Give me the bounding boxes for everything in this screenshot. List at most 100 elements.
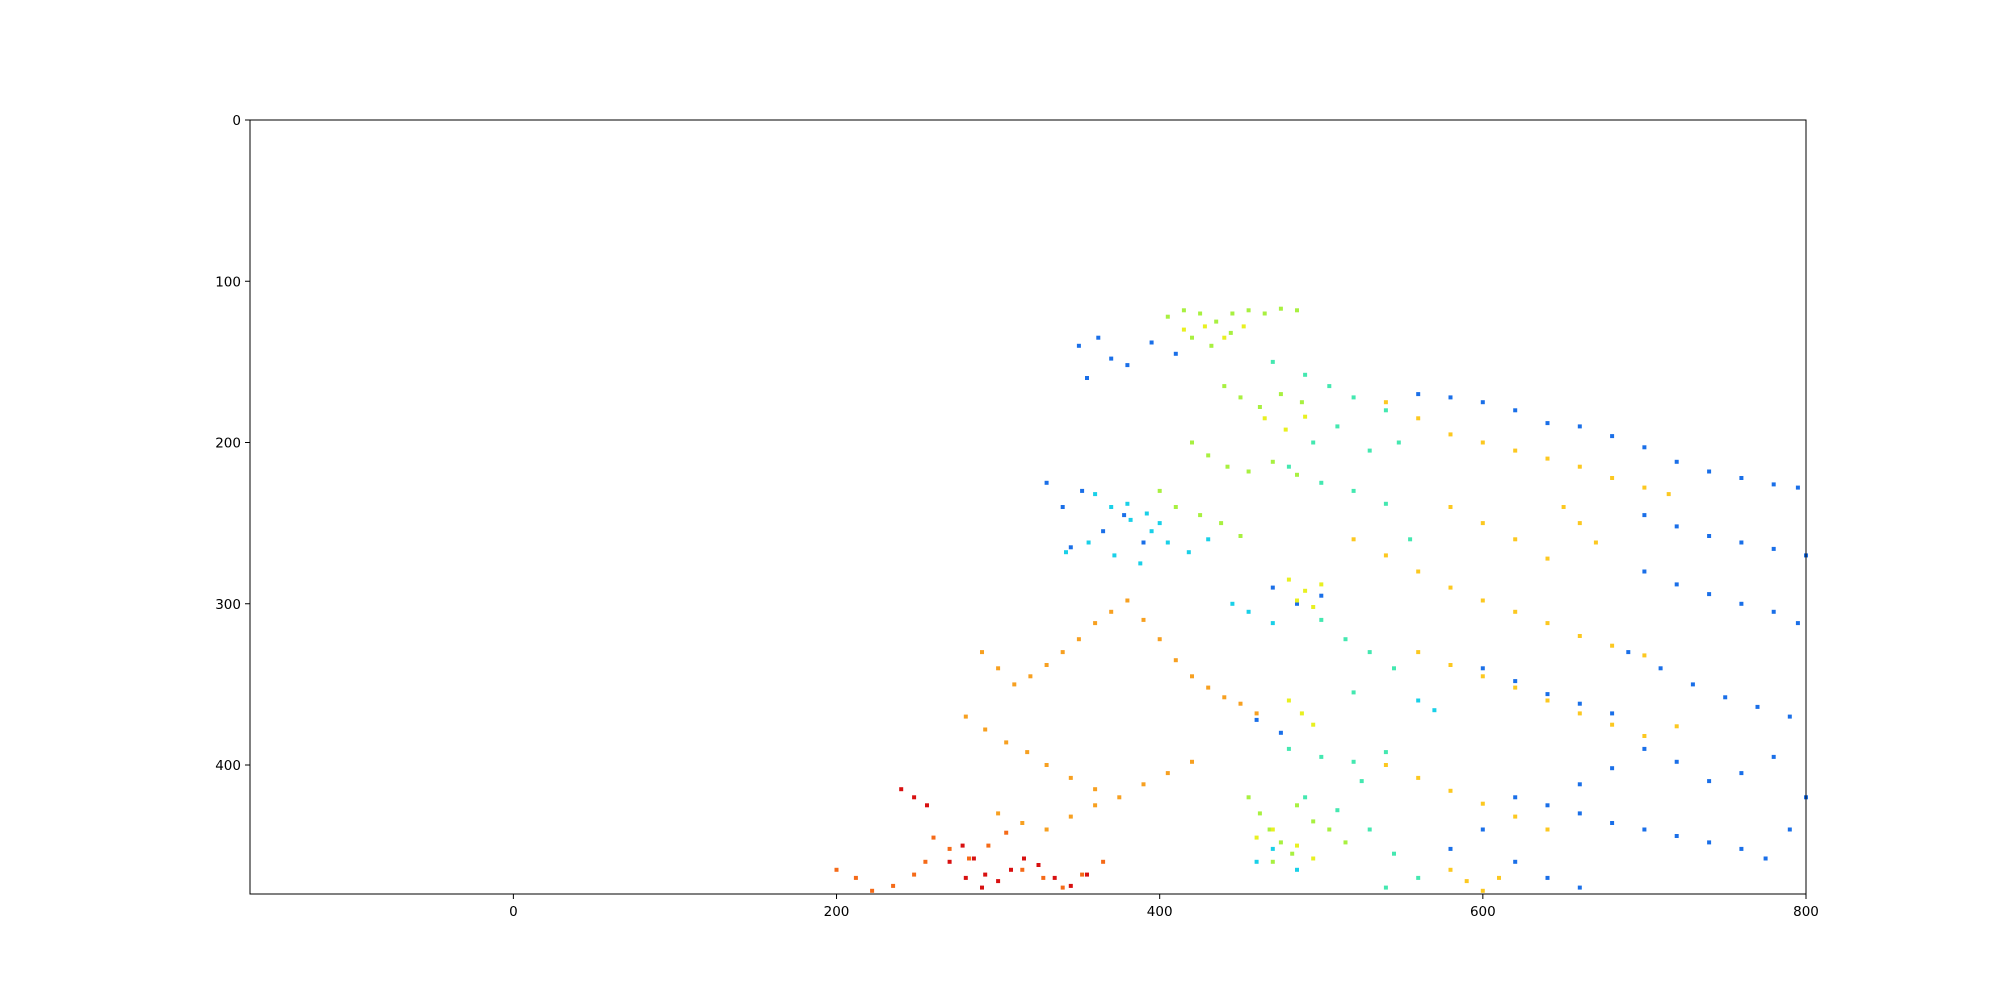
data-point [1383, 750, 1388, 755]
data-point [1480, 521, 1485, 526]
data-point [1122, 513, 1127, 518]
data-point [1165, 771, 1170, 776]
data-point [996, 879, 1001, 884]
data-point [1771, 482, 1776, 487]
data-point [1068, 883, 1073, 888]
data-point [1238, 395, 1243, 400]
data-point [1610, 722, 1615, 727]
data-point [1416, 416, 1421, 421]
data-point [1096, 335, 1101, 340]
data-point [1036, 863, 1041, 867]
data-point [1128, 517, 1133, 522]
data-point [923, 859, 928, 864]
data-point [947, 846, 952, 851]
data-point [1383, 763, 1388, 767]
data-point [1674, 834, 1679, 838]
data-point [1739, 601, 1744, 606]
data-point [1173, 505, 1178, 509]
data-point [1739, 771, 1744, 776]
data-point [1351, 395, 1356, 400]
data-point [1044, 663, 1049, 667]
data-point [1080, 488, 1085, 493]
data-point [912, 795, 917, 800]
data-point [1214, 319, 1219, 324]
data-point [1513, 537, 1518, 542]
data-point [1351, 690, 1356, 695]
data-point [1270, 621, 1275, 626]
data-point [1351, 759, 1356, 764]
data-point [1004, 740, 1009, 745]
data-point [1295, 472, 1299, 477]
y-tick-label: 300 [215, 597, 241, 613]
data-point [1173, 658, 1178, 663]
data-point [1416, 698, 1421, 703]
data-point [1295, 308, 1299, 313]
data-point [1149, 340, 1154, 345]
data-point [1448, 663, 1453, 667]
data-point [1101, 859, 1106, 864]
data-point [1286, 577, 1291, 582]
data-point [1209, 343, 1214, 348]
data-point [1577, 711, 1582, 716]
data-point [1795, 485, 1800, 490]
data-point [1278, 730, 1283, 735]
data-point [1093, 787, 1098, 792]
data-point [1086, 540, 1091, 545]
data-point [1707, 534, 1712, 538]
data-point [1311, 856, 1316, 861]
data-point [1295, 867, 1299, 872]
data-point [1383, 553, 1388, 558]
data-point [1343, 637, 1348, 642]
data-point [1448, 505, 1453, 509]
data-point [1190, 759, 1194, 764]
data-point [1480, 400, 1485, 405]
data-point [1642, 827, 1647, 832]
y-axis: 0 100 200 300 400 [215, 113, 250, 774]
data-point [1141, 782, 1146, 787]
data-point [1707, 469, 1712, 474]
data-point [912, 872, 917, 877]
data-point [870, 888, 875, 893]
data-point [1085, 872, 1089, 877]
data-point [1480, 801, 1485, 806]
data-point [1012, 682, 1017, 687]
data-point [1771, 546, 1776, 551]
data-point [1448, 867, 1453, 872]
data-point [1674, 759, 1679, 764]
data-point [1044, 763, 1049, 767]
data-point [1577, 701, 1582, 706]
data-point [1497, 875, 1501, 880]
data-point [1241, 324, 1246, 329]
data-point [1513, 685, 1518, 690]
data-point [1157, 637, 1162, 642]
data-point [1238, 534, 1243, 538]
data-point [1674, 524, 1679, 529]
data-point [1190, 335, 1194, 340]
data-point [1009, 867, 1013, 872]
data-point [1303, 588, 1308, 593]
data-point [1028, 674, 1033, 679]
data-point [1416, 650, 1421, 655]
data-point [1206, 685, 1211, 690]
x-axis: 0 200 400 600 800 [509, 894, 1819, 920]
data-point [1109, 356, 1114, 361]
data-point [1513, 679, 1518, 684]
data-point [1222, 695, 1227, 700]
data-point [1125, 501, 1130, 506]
data-point [1343, 840, 1348, 845]
data-point [1610, 821, 1615, 825]
data-point [996, 666, 1001, 671]
data-point [1246, 609, 1251, 614]
data-point [1206, 537, 1211, 542]
data-point [983, 727, 988, 732]
data-point [1290, 851, 1295, 856]
data-point [1299, 711, 1304, 716]
data-point [1173, 351, 1178, 356]
data-point [1319, 582, 1324, 587]
data-point [1267, 827, 1272, 832]
data-point [1165, 540, 1170, 545]
data-point [1577, 782, 1582, 787]
data-point [1225, 464, 1230, 469]
data-point [1262, 311, 1267, 316]
